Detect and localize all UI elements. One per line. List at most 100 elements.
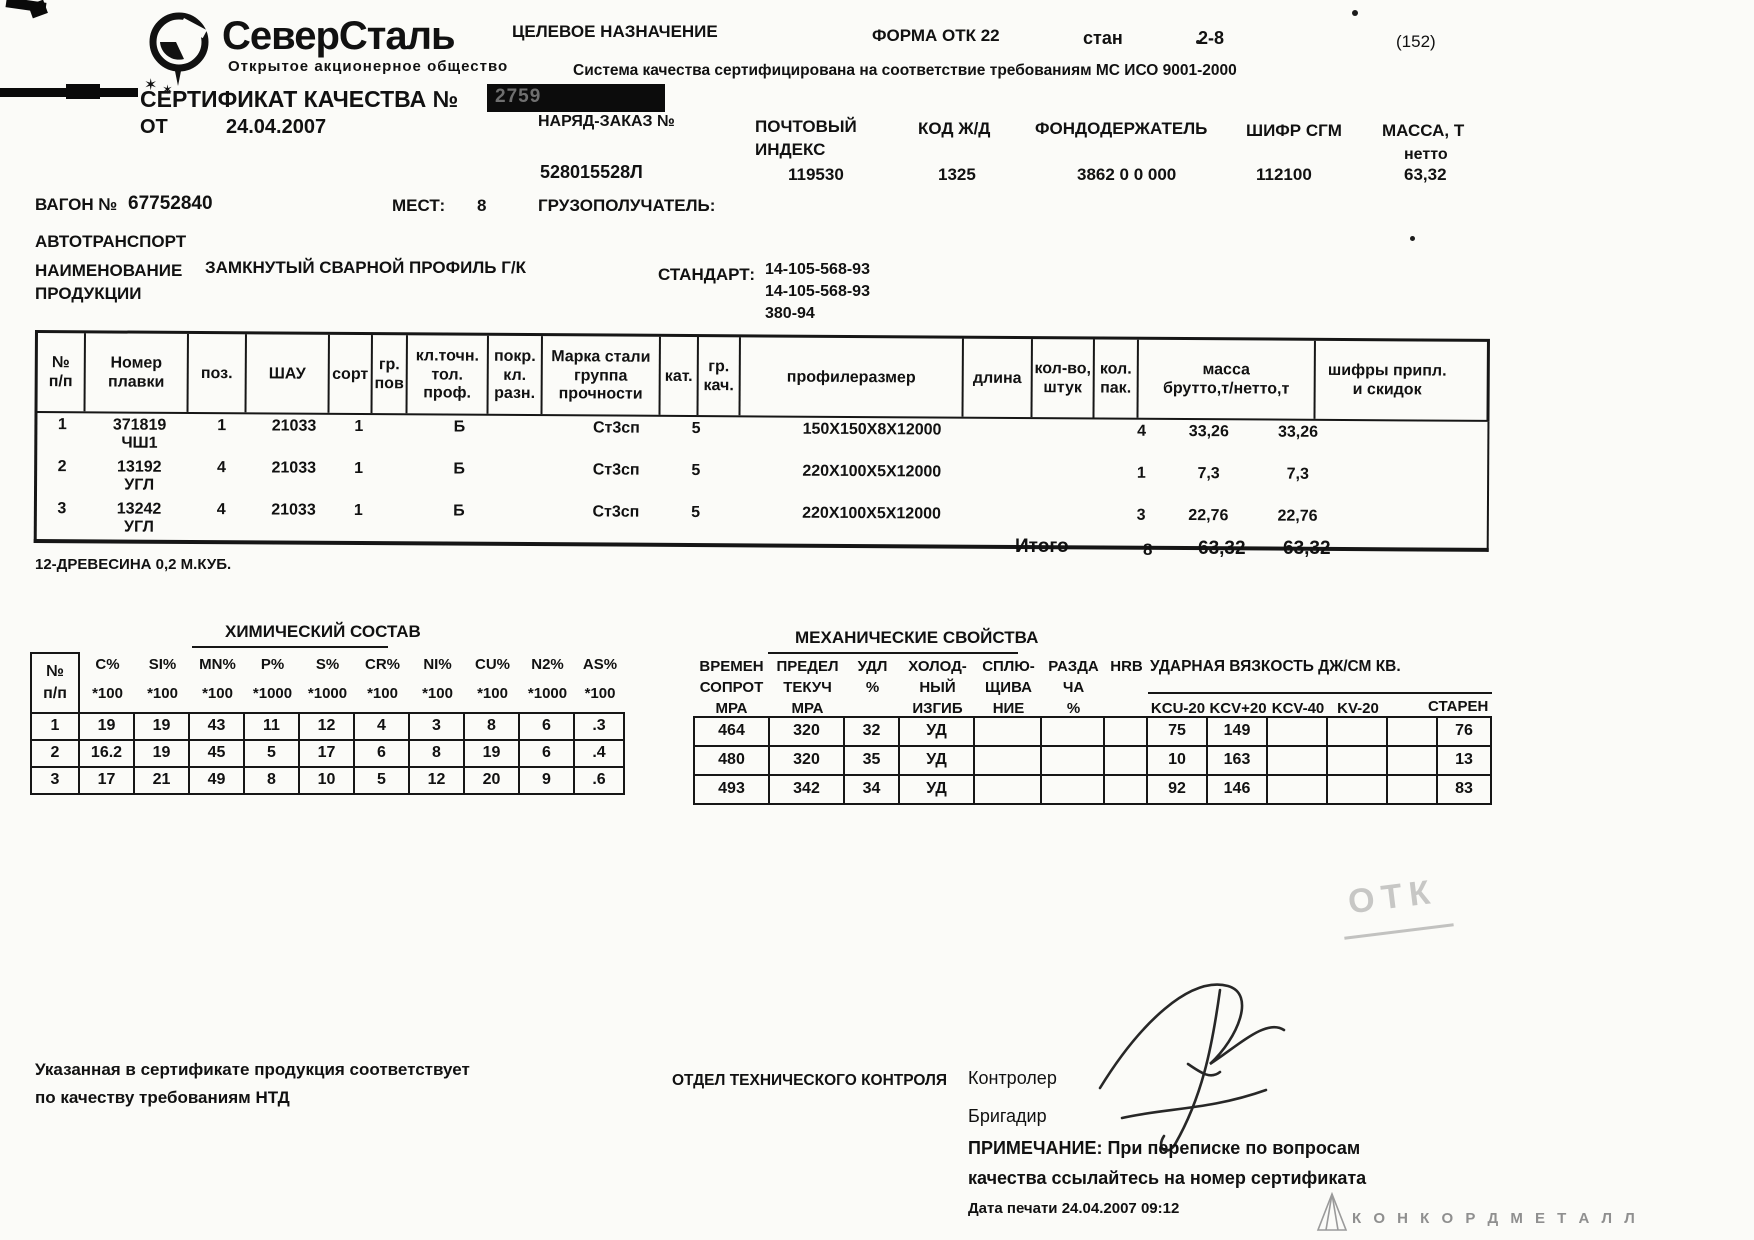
mech-table-cell: 320 [770, 745, 845, 776]
controller-label: Контролер [968, 1068, 1057, 1088]
main-table-header-cell: кат. [660, 336, 699, 416]
transport-label: АВТОТРАНСПОРТ [35, 232, 187, 251]
chem-table-cell: 12 [410, 766, 465, 795]
chem-header-cell: CU% *100 [465, 652, 520, 710]
chem-num-header: № п/п [30, 652, 80, 714]
main-table-cell [381, 457, 418, 499]
mass-value: 63,32 [1404, 165, 1447, 184]
chem-table-cell: 9 [520, 766, 575, 795]
chem-element-label: SI% [148, 656, 177, 673]
main-table-cell: Ст3сп [592, 461, 640, 479]
chem-table-body: 1 19 19 43 11 12 4 3 8 6.3 2 16.2 19 45 5 17 6 8 19 6.4 3 17 2… [30, 712, 625, 795]
chem-header-cell: N2% *1000 [520, 652, 575, 710]
print-date: Дата печати 24.04.2007 09:12 [968, 1200, 1180, 1217]
chem-table-cell: 8 [245, 766, 300, 795]
chem-multiplier-label: *100 [92, 685, 123, 702]
main-table-cell: 220X100X5X12000 [802, 462, 942, 481]
mech-table-cell [1388, 774, 1438, 805]
mass-label: МАССА, Т [1382, 121, 1465, 140]
fund-value: 3862 0 0 000 [1077, 165, 1177, 184]
main-table-cell: 21033 [271, 417, 317, 435]
chem-element-label: CU% [474, 656, 510, 673]
mech-header-label: ПРЕДЕЛ ТЕКУЧ МРА [776, 658, 839, 717]
chem-table-cell: 17 [80, 766, 135, 795]
mech-table-cell: 76 [1438, 716, 1492, 747]
main-table-cell: 21033 [271, 459, 317, 477]
mech-table-cell: 32 [845, 716, 900, 747]
main-table-cell: Ст3сп [592, 419, 640, 437]
svg-text:✶: ✶ [162, 82, 173, 94]
main-table-cell: 2 [57, 458, 67, 476]
main-table-cell: 21033 [271, 501, 316, 519]
konkord-logo-icon [1316, 1192, 1348, 1231]
chem-table: № п/п C% *100 SI% *100 MN% *100 P% *1000 S% *1000… [30, 652, 625, 795]
scan-artifact [66, 84, 100, 99]
chem-table-cell: 19 [465, 739, 520, 768]
main-table-header-cell: масса брутто,т/нетто,т [1138, 339, 1316, 419]
product-name-value: ЗАМКНУТЫЙ СВАРНОЙ ПРОФИЛЬ Г/К [205, 258, 526, 277]
main-table-header-cell: Марка стали группа прочности [542, 336, 661, 415]
chem-title-underline [192, 646, 388, 648]
chem-table-cell: 4 [355, 712, 410, 741]
scan-speck [1352, 10, 1358, 16]
postal-label: ПОЧТОВЫЙ ИНДЕКС [755, 117, 857, 159]
mech-table-cell: 34 [845, 774, 900, 805]
chem-element-label: S% [315, 656, 340, 673]
main-table-cell: 7,3 [1197, 465, 1220, 483]
chem-element-label: C% [95, 656, 120, 673]
main-table-cell [1342, 463, 1487, 506]
mech-table-body: 464 320 32 УД 75 149 76 480 320 35 УД 10 163 13 493 342… [693, 716, 1492, 805]
form-label: ФОРМА ОТК 22 [872, 26, 1000, 45]
chem-table-cell: 6 [520, 712, 575, 741]
mech-table-cell [1268, 745, 1328, 776]
main-table-cell [984, 419, 1055, 461]
chem-table-cell: 6 [520, 739, 575, 768]
scan-speck [1410, 236, 1415, 241]
mech-table-cell [1268, 774, 1328, 805]
wagon-label: ВАГОН № [35, 195, 118, 214]
product-name-label: НАИМЕНОВАНИЕ ПРОДУКЦИИ [35, 261, 183, 303]
mech-table-cell [1388, 716, 1438, 747]
chem-table-cell: 12 [300, 712, 355, 741]
places-value: 8 [477, 196, 487, 215]
chem-header-cell: MN% *100 [190, 652, 245, 710]
table-row: 1 19 19 43 11 12 4 3 8 6.3 [30, 712, 625, 741]
fund-label: ФОНДОДЕРЖАТЕЛЬ [1035, 119, 1208, 138]
mech-impact-underline [1148, 692, 1492, 694]
chem-table-cell: 43 [190, 712, 245, 741]
main-table-cell: 371819 ЧШ1 [112, 416, 167, 452]
scan-speck [1196, 40, 1200, 44]
chem-table-cell: 21 [135, 766, 190, 795]
table-row: 493 342 34 УД 92 146 83 [693, 774, 1492, 805]
mech-table-cell: УД [900, 745, 975, 776]
chem-multiplier-label: *100 [147, 685, 178, 702]
main-table-cell: Б [453, 502, 465, 520]
chem-table-cell: .4 [575, 739, 625, 768]
main-table-cell [716, 417, 760, 459]
main-table-header-cell: кл.точн. тол. проф. [407, 335, 489, 414]
main-table-header-cell: Номер плавки [85, 333, 189, 412]
main-table-cell: 1 [217, 417, 227, 435]
severstal-logo-icon: ✶ ✶ [144, 12, 209, 94]
mech-title-underline [768, 652, 1018, 654]
chem-element-label: AS% [582, 656, 618, 673]
mech-table-cell [975, 716, 1042, 747]
main-table-cell [381, 499, 418, 541]
main-table-cell: Б [453, 418, 466, 436]
chem-table-cell: 49 [190, 766, 245, 795]
mech-table-cell: 92 [1148, 774, 1208, 805]
mass-sub-label: нетто [1404, 146, 1448, 163]
chem-element-label: NI% [423, 656, 452, 673]
chem-table-cell: 45 [190, 739, 245, 768]
main-table-cell [1055, 419, 1119, 461]
mech-impact-title: УДАРНАЯ ВЯЗКОСТЬ ДЖ/СМ КВ. [1150, 658, 1401, 675]
main-table-cell: 1 [354, 417, 364, 436]
certificate-title: СЕРТИФИКАТ КАЧЕСТВА № [140, 86, 459, 112]
chem-table-cell: 17 [300, 739, 355, 768]
mech-table-cell [1328, 716, 1388, 747]
main-table-cell: 13192 УГЛ [117, 458, 162, 494]
standard-label: СТАНДАРТ: [658, 265, 756, 284]
postal-value: 119530 [788, 165, 844, 184]
chem-table-cell: 11 [245, 712, 300, 741]
chem-header-cell: NI% *100 [410, 652, 465, 710]
